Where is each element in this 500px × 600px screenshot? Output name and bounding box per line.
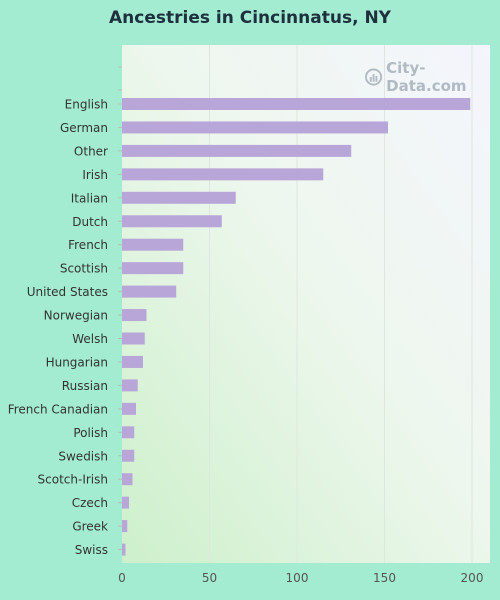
bar [122,449,135,462]
x-tick-label: 50 [202,571,217,585]
category-label: Greek [72,520,108,534]
category-label: Scotch-Irish [38,473,108,487]
bar [122,355,143,368]
chart-title: Ancestries in Cincinnatus, NY [109,8,391,28]
x-tick-label: 100 [286,571,309,585]
bar [122,215,222,228]
bar [122,238,184,251]
bar [122,191,236,204]
bar [122,262,184,275]
category-label: Polish [73,426,108,440]
category-label: Dutch [72,215,108,229]
bar [122,121,388,134]
bar [122,332,145,345]
city-data-logo-icon [365,68,383,86]
category-label: Welsh [72,332,108,346]
bar [122,168,324,181]
category-label: English [65,98,108,112]
category-label: French [68,238,108,252]
x-tick-label: 0 [118,571,126,585]
category-label: Hungarian [46,355,108,369]
bar [122,144,352,157]
category-label: Swedish [58,449,108,463]
bar [122,520,128,533]
bar [122,543,126,556]
bar [122,426,135,439]
category-label: Russian [62,379,108,393]
bar [122,379,138,392]
category-label: Italian [71,191,108,205]
bar [122,98,471,110]
watermark: City-Data.com [365,59,500,95]
bar [122,496,129,509]
x-tick-label: 200 [461,571,484,585]
category-label: Other [74,144,108,158]
bar [122,473,133,486]
bar [122,309,147,322]
category-label: Norwegian [44,309,108,323]
category-label: Scottish [60,262,108,276]
category-label: Irish [82,168,108,182]
watermark-text: City-Data.com [386,59,467,95]
category-label: Czech [72,496,108,510]
category-label: United States [27,285,108,299]
category-label: German [60,121,108,135]
bar [122,402,136,415]
category-label: French Canadian [8,402,108,416]
bar [122,285,177,298]
category-label: Swiss [75,543,108,557]
x-tick-label: 150 [373,571,396,585]
